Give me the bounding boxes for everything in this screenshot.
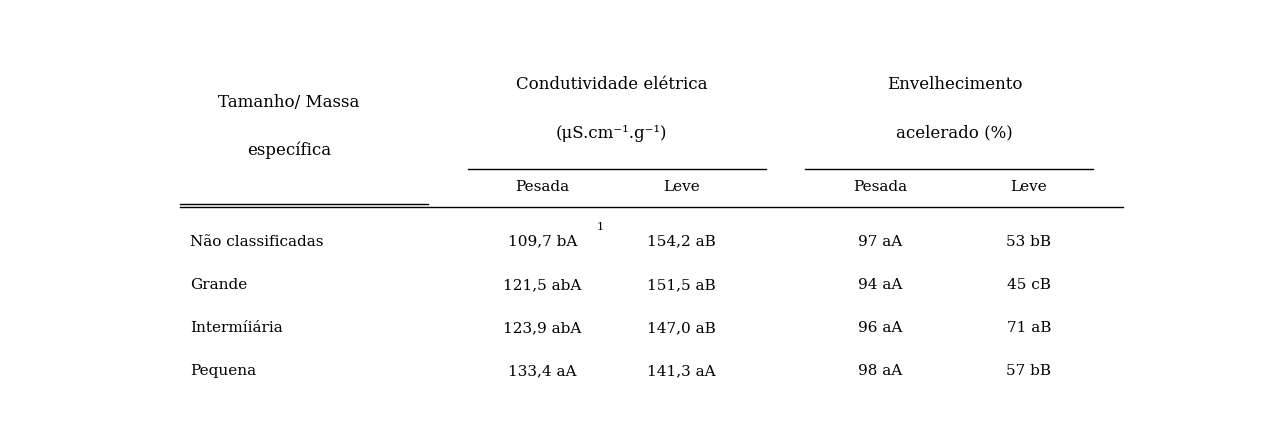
Text: Grande: Grande <box>190 278 247 292</box>
Text: 45 cB: 45 cB <box>1007 278 1050 292</box>
Text: Condutividade elétrica: Condutividade elétrica <box>516 76 707 93</box>
Text: 97 aA: 97 aA <box>858 235 902 249</box>
Text: (μS.cm⁻¹.g⁻¹): (μS.cm⁻¹.g⁻¹) <box>556 125 667 142</box>
Text: específica: específica <box>247 142 332 159</box>
Text: 94 aA: 94 aA <box>858 278 902 292</box>
Text: 141,3 aA: 141,3 aA <box>647 364 716 378</box>
Text: 154,2 aB: 154,2 aB <box>647 235 716 249</box>
Text: 121,5 abA: 121,5 abA <box>503 278 582 292</box>
Text: Tamanho/ Massa: Tamanho/ Massa <box>219 94 360 111</box>
Text: 123,9 abA: 123,9 abA <box>503 321 582 335</box>
Text: 98 aA: 98 aA <box>858 364 902 378</box>
Text: Envelhecimento: Envelhecimento <box>886 76 1022 93</box>
Text: Pesada: Pesada <box>853 180 907 194</box>
Text: Leve: Leve <box>664 180 699 194</box>
Text: 71 aB: 71 aB <box>1007 321 1050 335</box>
Text: Não classificadas: Não classificadas <box>190 235 323 249</box>
Text: 1: 1 <box>597 222 605 232</box>
Text: 109,7 bA: 109,7 bA <box>507 235 576 249</box>
Text: 147,0 aB: 147,0 aB <box>647 321 716 335</box>
Text: acelerado (%): acelerado (%) <box>895 125 1013 142</box>
Text: 96 aA: 96 aA <box>858 321 902 335</box>
Text: Pesada: Pesada <box>515 180 570 194</box>
Text: 53 bB: 53 bB <box>1007 235 1052 249</box>
Text: 57 bB: 57 bB <box>1007 364 1052 378</box>
Text: Intermíiária: Intermíiária <box>190 321 283 335</box>
Text: Pequena: Pequena <box>190 364 256 378</box>
Text: 151,5 aB: 151,5 aB <box>647 278 716 292</box>
Text: Leve: Leve <box>1011 180 1047 194</box>
Text: 133,4 aA: 133,4 aA <box>509 364 576 378</box>
